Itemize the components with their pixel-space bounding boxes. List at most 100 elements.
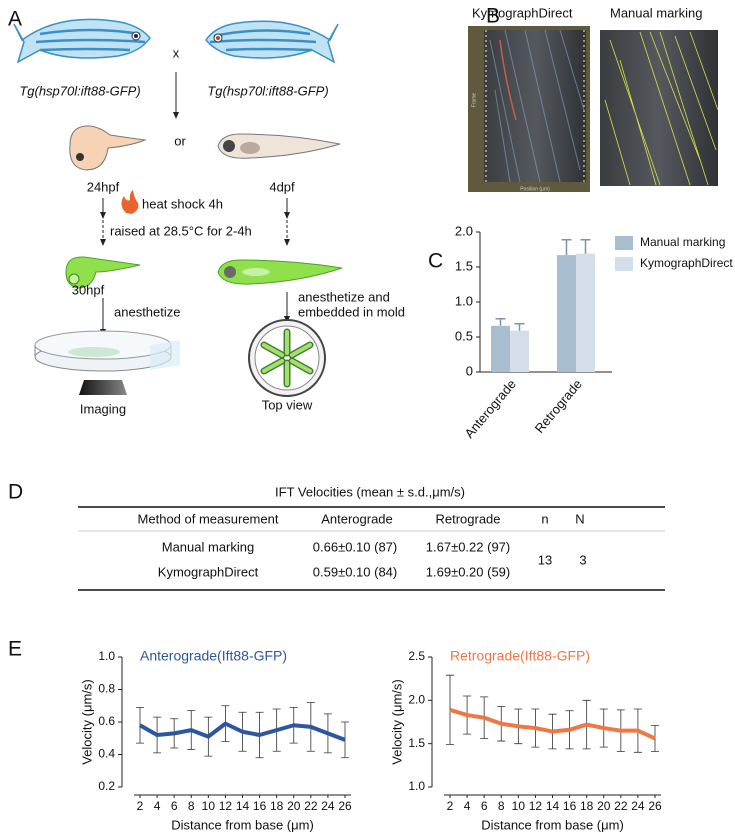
table-cell: 1.69±0.20 (59) bbox=[426, 564, 510, 579]
mold-top-view bbox=[248, 319, 326, 397]
x-tick-label: 24 bbox=[631, 799, 645, 813]
x-tick-label: Anterograde bbox=[461, 376, 518, 440]
kymo-title: KymographDirect bbox=[472, 5, 573, 20]
kymo-title: Manual marking bbox=[610, 5, 703, 20]
x-tick-label: 4 bbox=[154, 799, 161, 813]
chart-title: Anterograde(Ift88-GFP) bbox=[140, 648, 287, 664]
error-bar bbox=[495, 318, 506, 326]
x-axis-label: Distance from base (μm) bbox=[171, 817, 314, 832]
y-tick-label: 2.0 bbox=[408, 693, 425, 707]
legend-label: Manual marking bbox=[640, 235, 725, 249]
error-bar bbox=[561, 238, 572, 256]
larva-4dpf bbox=[217, 133, 341, 159]
y-tick-label: 0.4 bbox=[98, 747, 115, 761]
bar bbox=[491, 325, 510, 372]
x-tick-label: 16 bbox=[253, 799, 267, 813]
x-tick-label: 16 bbox=[563, 799, 577, 813]
stage: 4dpf bbox=[269, 179, 295, 194]
embryo-30hpf bbox=[65, 256, 141, 289]
fish-right bbox=[205, 20, 339, 64]
panel-label: A bbox=[8, 8, 22, 31]
table-cell: 0.66±0.10 (87) bbox=[313, 539, 397, 554]
table-header: Anterograde bbox=[321, 511, 393, 526]
x-tick-label: 24 bbox=[321, 799, 335, 813]
y-tick-label: 1.5 bbox=[408, 736, 425, 750]
legend-swatch bbox=[615, 236, 633, 250]
table-cell: 3 bbox=[579, 552, 586, 567]
x-tick-label: 22 bbox=[614, 799, 628, 813]
anesthetize-mold: anesthetize and bbox=[298, 289, 390, 304]
embryo-24hpf bbox=[69, 125, 147, 171]
x-tick-label: 20 bbox=[597, 799, 611, 813]
x-tick-label: 14 bbox=[546, 799, 560, 813]
x-tick-label: Retrograde bbox=[532, 376, 585, 435]
table-cell: 13 bbox=[538, 552, 552, 567]
y-tick-label: 1.0 bbox=[455, 293, 473, 308]
bar bbox=[576, 253, 595, 372]
genotype: Tg(hsp70l:ift88-GFP) bbox=[19, 83, 140, 98]
x-tick-label: 2 bbox=[447, 799, 454, 813]
objective bbox=[79, 380, 127, 395]
panel-label: B bbox=[486, 5, 500, 28]
table: IFT Velocities (mean ± s.d.,μm/s) 13 3 M… bbox=[78, 484, 665, 591]
bar bbox=[557, 255, 576, 372]
y-tick-label: 1.0 bbox=[408, 779, 425, 793]
table-cell: 1.67±0.22 (97) bbox=[426, 539, 510, 554]
x-tick-label: 18 bbox=[580, 799, 594, 813]
cross: x bbox=[173, 45, 180, 60]
x-axis-label: Distance from base (μm) bbox=[481, 817, 624, 832]
table-header: N bbox=[575, 511, 584, 526]
kymo-axis-label: Position (μm) bbox=[520, 186, 550, 192]
kymographs: KymographDirect Manual marking Position … bbox=[468, 5, 719, 192]
y-tick-label: 1.0 bbox=[98, 649, 115, 663]
y-tick-label: 0.6 bbox=[98, 714, 115, 728]
y-tick-label: 1.5 bbox=[455, 258, 473, 273]
table-header: Method of measurement bbox=[138, 511, 279, 526]
y-axis-label: Velocity (μm/s) bbox=[389, 679, 404, 765]
top-view: Top view bbox=[262, 397, 313, 412]
stage: 24hpf bbox=[87, 179, 120, 194]
table-header: n bbox=[541, 511, 548, 526]
fish-left bbox=[13, 18, 151, 64]
imaging: Imaging bbox=[80, 401, 126, 416]
x-tick-label: 6 bbox=[171, 799, 178, 813]
anesthetize: anesthetize bbox=[114, 304, 181, 319]
y-axis-label: Velocity (μm/s) bbox=[79, 679, 94, 765]
table-cell: Manual marking bbox=[162, 539, 255, 554]
schematic: x Tg(hsp70l:ift88-GFP) Tg(hsp70l:ift88-G… bbox=[13, 18, 405, 416]
stage: 30hpf bbox=[72, 282, 105, 297]
table-header: Retrograde bbox=[435, 511, 500, 526]
x-tick-label: 4 bbox=[464, 799, 471, 813]
raised: raised at 28.5°C for 2-4h bbox=[110, 223, 252, 238]
anesthetize-mold: embedded in mold bbox=[298, 304, 405, 319]
line bbox=[449, 707, 656, 741]
panel-label: D bbox=[8, 481, 23, 504]
legend-swatch bbox=[615, 257, 633, 271]
error-bar bbox=[514, 322, 525, 331]
or: or bbox=[174, 133, 186, 148]
x-tick-label: 12 bbox=[219, 799, 233, 813]
panel-label: C bbox=[428, 250, 443, 273]
error-bar bbox=[580, 238, 591, 254]
flame-icon bbox=[121, 190, 139, 214]
table-title: IFT Velocities (mean ± s.d.,μm/s) bbox=[275, 484, 465, 499]
table-cell: KymographDirect bbox=[158, 564, 259, 579]
x-tick-label: 20 bbox=[287, 799, 301, 813]
kymo-axis-label: Frame bbox=[471, 93, 477, 108]
x-tick-label: 14 bbox=[236, 799, 250, 813]
x-tick-label: 26 bbox=[338, 799, 352, 813]
x-tick-label: 18 bbox=[270, 799, 284, 813]
x-tick-label: 26 bbox=[648, 799, 662, 813]
y-tick-label: 0.5 bbox=[455, 328, 473, 343]
error-bar bbox=[446, 674, 454, 745]
y-tick-label: 2.0 bbox=[455, 223, 473, 238]
line bbox=[139, 721, 346, 742]
y-tick-label: 0.8 bbox=[98, 682, 115, 696]
x-tick-label: 8 bbox=[498, 799, 505, 813]
x-tick-label: 10 bbox=[512, 799, 526, 813]
x-tick-label: 22 bbox=[304, 799, 318, 813]
kymograph-image bbox=[600, 30, 718, 186]
heat-shock: heat shock 4h bbox=[142, 196, 223, 211]
petri-dish bbox=[34, 330, 180, 372]
